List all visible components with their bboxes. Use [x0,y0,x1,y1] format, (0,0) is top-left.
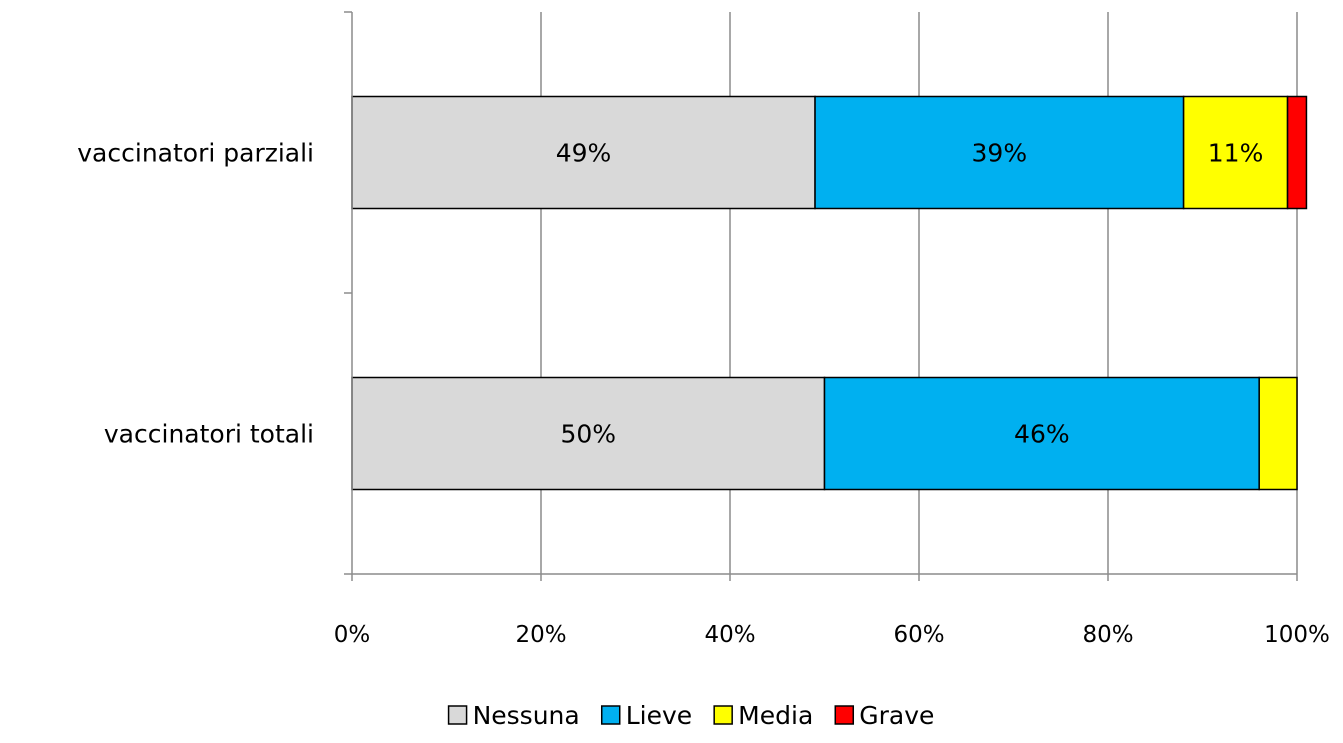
data-label: 11% [1208,139,1264,168]
legend-swatch [713,705,733,725]
x-tick-label: 80% [1082,622,1133,648]
bar-segment [823,376,1260,491]
bar-segment [351,376,826,491]
bar-segment [814,95,1185,210]
axes [344,11,1298,581]
x-tick-label: 60% [893,622,944,648]
data-label: 49% [556,139,612,168]
category-label: vaccinatori totali [104,420,314,449]
x-tick-label: 100% [1264,622,1330,648]
bar-segment [1258,376,1298,491]
legend: Nessuna Lieve Media Grave [447,701,934,730]
x-tick-label: 20% [515,622,566,648]
bar-segment [1286,95,1308,210]
bar-segment [351,95,816,210]
legend-swatch [600,705,621,725]
category-label: vaccinatori parziali [77,139,314,168]
legend-label: Grave [859,701,934,730]
x-tick-label: 40% [704,622,755,648]
x-tick-label: 0% [334,622,371,648]
data-label: 50% [560,420,616,449]
legend-swatch [447,705,468,725]
legend-label: Lieve [626,701,692,730]
data-label: 39% [972,139,1028,168]
legend-label: Media [738,701,813,730]
bars [351,95,1308,491]
legend-swatch [834,705,855,725]
data-label: 46% [1014,420,1070,449]
labels: 49% 39% 11% vaccinatori parziali 50% 46% vacci… [77,139,1330,649]
bar-segment [1182,95,1289,210]
legend-label: Nessuna [473,701,580,730]
